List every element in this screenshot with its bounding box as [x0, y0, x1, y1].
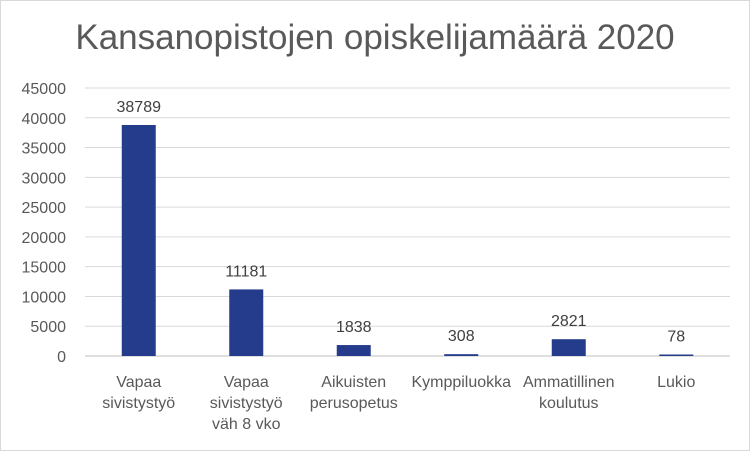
y-tick-label: 15000	[22, 260, 67, 277]
bar	[444, 354, 479, 356]
data-label: 38789	[117, 99, 162, 116]
chart-title: Kansanopistojen opiskelijamäärä 2020	[75, 18, 675, 57]
bars	[121, 124, 694, 356]
data-label: 78	[667, 329, 685, 346]
y-tick-label: 5000	[30, 319, 66, 336]
category-label-line: Vapaa	[116, 374, 161, 391]
category-label-line: perusopetus	[310, 395, 398, 412]
y-tick-label: 40000	[22, 111, 67, 128]
category-label: Vapaa sivistystyö	[102, 374, 175, 412]
bar	[551, 339, 586, 356]
category-label: Aikuisten perusopetus	[310, 374, 398, 412]
data-label: 308	[448, 328, 475, 345]
y-tick-label: 30000	[22, 170, 67, 187]
y-tick-label: 45000	[22, 81, 67, 98]
gridlines	[85, 87, 730, 357]
bar	[229, 289, 264, 356]
category-labels: Vapaa sivistystyö Vapaa sivistystyö väh 8 vk…	[102, 374, 695, 433]
y-tick-label: 25000	[22, 200, 67, 217]
category-label-line: Kymppiluokka	[411, 374, 511, 391]
data-labels: 38789 11181 1838 308 2821 78	[117, 99, 686, 346]
category-label: Kymppiluokka	[411, 374, 511, 391]
bar	[121, 124, 156, 356]
data-label: 1838	[336, 319, 372, 336]
category-label-line: koulutus	[539, 395, 599, 412]
y-tick-label: 10000	[22, 289, 67, 306]
category-label-line: Lukio	[657, 374, 695, 391]
category-label: Ammatillinen koulutus	[523, 374, 615, 412]
category-label: Vapaa sivistystyö väh 8 vko	[210, 374, 283, 433]
category-label: Lukio	[657, 374, 695, 391]
bar	[659, 354, 694, 356]
category-label-line: sivistystyö	[210, 395, 283, 412]
bar	[336, 345, 371, 356]
category-label-line: Aikuisten	[321, 374, 386, 391]
category-label-line: Vapaa	[224, 374, 269, 391]
data-label: 11181	[225, 263, 267, 280]
y-tick-label: 20000	[22, 230, 67, 247]
data-label: 2821	[551, 313, 587, 330]
y-tick-label: 0	[57, 349, 66, 366]
category-label-line: väh 8 vko	[212, 416, 281, 433]
y-axis-ticks: 0 5000 10000 15000 20000 25000 30000 35000 40000…	[22, 81, 67, 366]
category-label-line: sivistystyö	[102, 395, 175, 412]
category-label-line: Ammatillinen	[523, 374, 615, 391]
y-tick-label: 35000	[22, 141, 67, 158]
